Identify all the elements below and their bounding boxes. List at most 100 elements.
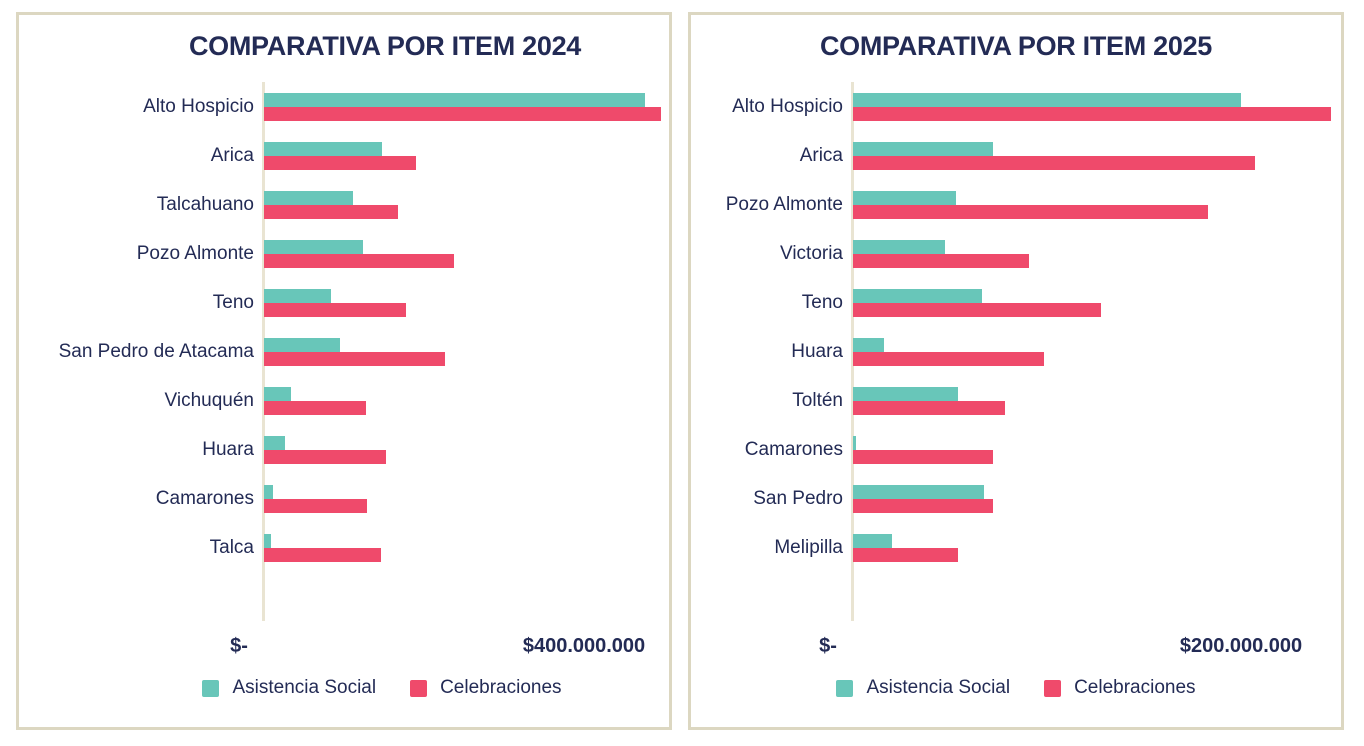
bar-asistencia-social (264, 92, 645, 107)
bar-asistencia-social (853, 190, 957, 205)
bar-pair (853, 533, 959, 562)
category-label: Arica (799, 144, 843, 166)
category-label: Huara (791, 340, 843, 362)
bar-pair (853, 386, 1006, 415)
category-label: Toltén (792, 389, 843, 411)
category-row: Victoria (691, 229, 1341, 278)
bar-celebraciones (853, 253, 1029, 268)
bar-asistencia-social (264, 288, 331, 303)
bar-celebraciones (264, 302, 406, 317)
bar-asistencia-social (853, 533, 892, 548)
category-label: Teno (212, 291, 254, 313)
bar-celebraciones (264, 400, 367, 415)
category-label: Victoria (779, 242, 843, 264)
x-axis-2024: $- $400.000.000 (19, 635, 669, 665)
legend-item-celebraciones: Celebraciones (410, 677, 562, 699)
x-tick-zero: $- (819, 635, 837, 657)
legend-swatch-asistencia-social (202, 679, 220, 697)
bar-asistencia-social (264, 190, 354, 205)
bar-pair (853, 435, 994, 464)
bar-pair (264, 386, 367, 415)
bar-asistencia-social (853, 435, 856, 450)
bar-celebraciones (853, 498, 994, 513)
chart-card-2024: COMPARATIVA POR ITEM 2024 Alto Hospicio A… (16, 12, 672, 730)
legend-label-celebraciones: Celebraciones (440, 677, 562, 698)
bar-asistencia-social (264, 435, 285, 450)
bar-celebraciones (853, 400, 1006, 415)
bar-celebraciones (264, 498, 368, 513)
legend-item-asistencia-social: Asistencia Social (202, 677, 376, 699)
bar-celebraciones (853, 351, 1045, 366)
bar-pair (264, 337, 446, 366)
category-label: San Pedro (753, 487, 843, 509)
category-row: Talcahuano (19, 180, 669, 229)
category-label: Teno (801, 291, 843, 313)
chart-title-2024: COMPARATIVA POR ITEM 2024 (188, 31, 582, 61)
bar-pair (853, 141, 1255, 170)
bar-asistencia-social (264, 533, 272, 548)
bar-celebraciones (853, 449, 994, 464)
plot-area-2024: Alto Hospicio Arica Talcahuano Pozo Almonte… (19, 82, 669, 621)
bar-pair (853, 92, 1331, 121)
category-label: Camarones (155, 487, 254, 509)
bar-pair (264, 484, 368, 513)
bar-asistencia-social (264, 141, 383, 156)
bar-pair (853, 288, 1101, 317)
bar-pair (853, 239, 1029, 268)
category-row: Arica (691, 131, 1341, 180)
legend-label-asistencia-social: Asistencia Social (232, 677, 377, 698)
bar-celebraciones (853, 204, 1208, 219)
category-label: Alto Hospicio (732, 95, 843, 117)
category-row: Toltén (691, 376, 1341, 425)
bar-asistencia-social (853, 239, 945, 254)
bar-celebraciones (264, 155, 417, 170)
legend-swatch-asistencia-social (836, 679, 854, 697)
bar-pair (264, 435, 387, 464)
category-row: Teno (691, 278, 1341, 327)
category-row: Huara (19, 425, 669, 474)
legend-label-celebraciones: Celebraciones (1074, 677, 1196, 698)
legend-swatch-celebraciones (1044, 679, 1062, 697)
y-axis-line (262, 82, 265, 621)
category-row: Vichuquén (19, 376, 669, 425)
category-label: Talca (209, 536, 254, 558)
bar-celebraciones (264, 547, 381, 562)
category-label: Huara (202, 438, 254, 460)
category-row: Alto Hospicio (691, 82, 1341, 131)
bar-pair (264, 141, 417, 170)
bar-asistencia-social (853, 484, 984, 499)
category-row: Pozo Almonte (19, 229, 669, 278)
bar-pair (264, 92, 661, 121)
bar-celebraciones (853, 155, 1255, 170)
bar-asistencia-social (264, 484, 273, 499)
category-row: Camarones (19, 474, 669, 523)
legend-label-asistencia-social: Asistencia Social (866, 677, 1011, 698)
legend-item-asistencia-social: Asistencia Social (836, 677, 1010, 699)
category-label: Vichuquén (164, 389, 254, 411)
x-tick-max: $200.000.000 (1179, 635, 1303, 657)
bar-pair (853, 337, 1045, 366)
bar-pair (264, 288, 406, 317)
category-row: Melipilla (691, 523, 1341, 572)
bar-celebraciones (853, 547, 959, 562)
bar-celebraciones (853, 302, 1101, 317)
bar-asistencia-social (853, 141, 994, 156)
category-row: San Pedro de Atacama (19, 327, 669, 376)
bar-celebraciones (264, 351, 446, 366)
legend-item-celebraciones: Celebraciones (1044, 677, 1196, 699)
category-row: Camarones (691, 425, 1341, 474)
bar-celebraciones (264, 449, 387, 464)
x-tick-zero: $- (230, 635, 248, 657)
x-tick-max: $400.000.000 (522, 635, 646, 657)
category-label: Talcahuano (156, 193, 254, 215)
category-label: Pozo Almonte (136, 242, 254, 264)
bar-asistencia-social (264, 386, 291, 401)
bar-asistencia-social (853, 288, 982, 303)
bar-celebraciones (264, 106, 661, 121)
category-row: Huara (691, 327, 1341, 376)
category-label: Arica (210, 144, 254, 166)
category-row: Alto Hospicio (19, 82, 669, 131)
plot-area-2025: Alto Hospicio Arica Pozo Almonte Victoria Te… (691, 82, 1341, 621)
category-label: Alto Hospicio (143, 95, 254, 117)
